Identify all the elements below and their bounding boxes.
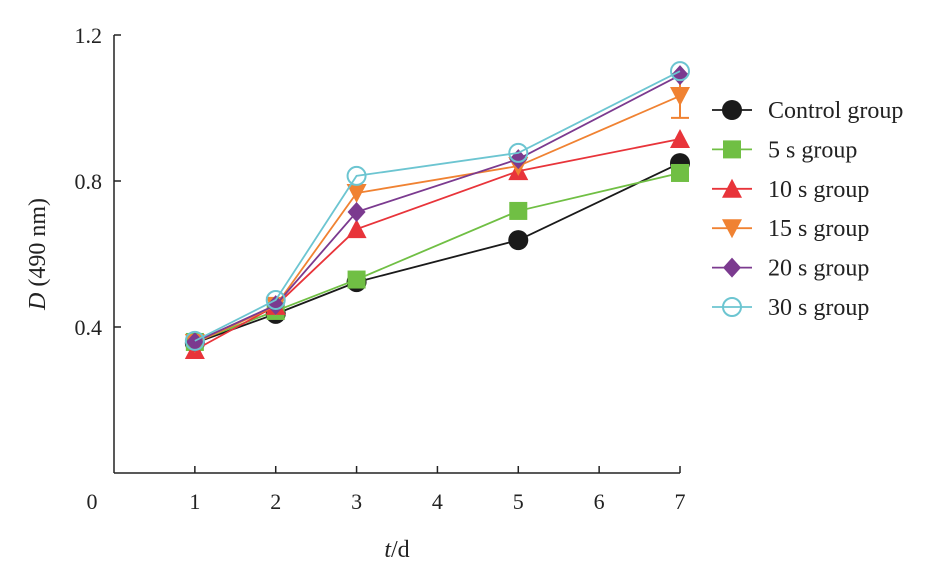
- legend-item: 30 s group: [712, 295, 869, 321]
- data-point: [346, 184, 367, 204]
- series-0: [184, 153, 690, 354]
- data-point: [671, 163, 689, 182]
- legend-label: 30 s group: [768, 295, 869, 321]
- data-point: [347, 270, 366, 289]
- x-tick-label: 6: [594, 489, 605, 514]
- legend-label: 10 s group: [768, 177, 869, 203]
- x-tick-label: 1: [189, 489, 200, 514]
- data-point: [266, 295, 285, 316]
- legend-marker: [722, 219, 742, 239]
- data-point: [347, 202, 366, 223]
- data-point: [346, 165, 367, 186]
- legend-label: 5 s group: [768, 137, 857, 163]
- y-tick-label: 0.8: [75, 169, 103, 194]
- data-point: [508, 230, 529, 251]
- legend-item: Control group: [712, 98, 903, 124]
- legend-label: Control group: [768, 98, 903, 124]
- series-4: [185, 65, 689, 352]
- legend-marker: [722, 178, 742, 198]
- y-axis-label: D (490 nm): [25, 198, 51, 311]
- x-tick-label: 5: [513, 489, 524, 514]
- legend-marker: [722, 100, 742, 120]
- data-point: [670, 61, 690, 82]
- x-tick-label: 4: [432, 489, 443, 514]
- legend-label: 20 s group: [768, 256, 869, 282]
- y-tick-label: 0.4: [75, 315, 103, 340]
- data-point: [509, 201, 528, 220]
- legend-item: 20 s group: [712, 256, 869, 282]
- data-point: [184, 330, 205, 351]
- data-point: [671, 65, 689, 86]
- data-point: [670, 129, 690, 149]
- series-line: [194, 70, 681, 342]
- series-1: [185, 163, 689, 351]
- data-point: [346, 219, 367, 239]
- legend-item: 5 s group: [712, 137, 857, 163]
- x-axis-label: t/d: [384, 537, 409, 563]
- data-point: [185, 331, 204, 352]
- legend-marker: [723, 140, 741, 159]
- series-group: [184, 61, 690, 359]
- data-point: [508, 142, 529, 163]
- y-tick-label: 1.2: [75, 23, 103, 48]
- legend-item: 15 s group: [712, 216, 869, 242]
- legend-marker: [723, 257, 741, 278]
- legend-label: 15 s group: [768, 216, 869, 242]
- data-point: [265, 289, 286, 310]
- series-5: [184, 61, 690, 351]
- x-tick-label: 3: [351, 489, 362, 514]
- x-tick-label: 7: [675, 489, 686, 514]
- legend-item: 10 s group: [712, 177, 869, 203]
- x-tick-label: 0: [87, 489, 98, 514]
- legend: Control group 5 s group 10 s group 15 s gro…: [712, 98, 903, 321]
- data-point: [670, 86, 690, 106]
- x-tick-label: 2: [270, 489, 281, 514]
- axes: 0 1 2 3 4 5 6 7 0.4 0.8 1.2: [75, 23, 686, 514]
- legend-marker: [722, 297, 742, 317]
